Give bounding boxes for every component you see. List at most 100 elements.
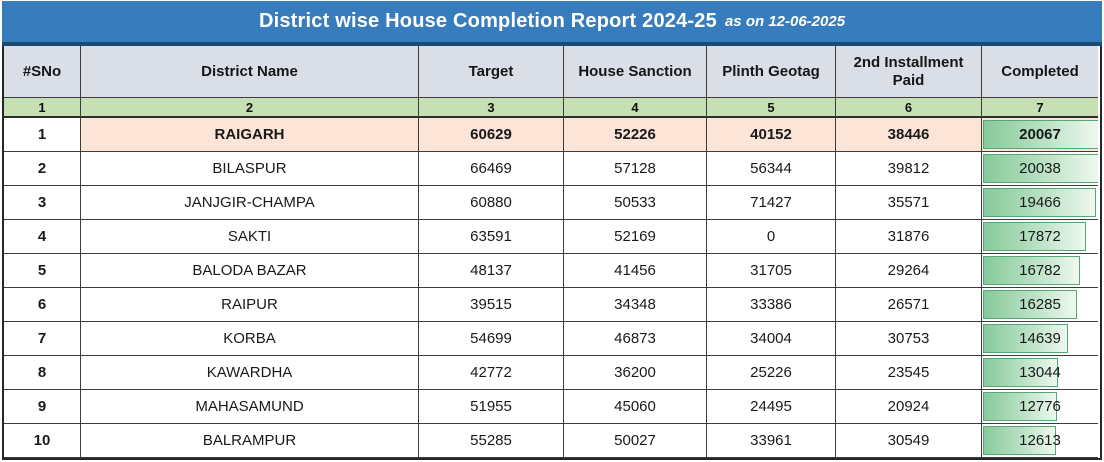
completed-value: 12776 (1019, 398, 1061, 415)
completed-data-bar (983, 256, 1080, 285)
cell-2nd-installment-paid: 29264 (836, 254, 982, 288)
cell-district-name: RAIGARH (81, 118, 419, 152)
cell-target: 60629 (419, 118, 564, 152)
cell-plinth-geotag: 40152 (707, 118, 836, 152)
cell-2nd-installment-paid: 23545 (836, 356, 982, 390)
cell-2nd-installment-paid: 39812 (836, 152, 982, 186)
cell-target: 48137 (419, 254, 564, 288)
cell-completed: 16285 (982, 288, 1098, 322)
cell-plinth-geotag: 31705 (707, 254, 836, 288)
cell-district-name: SAKTI (81, 220, 419, 254)
column-header-completed: Completed (982, 46, 1098, 98)
cell-house-sanction: 57128 (564, 152, 707, 186)
cell-district-name: MAHASAMUND (81, 390, 419, 424)
column-index-plinth-geotag: 5 (707, 98, 836, 118)
cell-2nd-installment-paid: 30753 (836, 322, 982, 356)
completed-data-bar (983, 120, 1098, 149)
cell-target: 63591 (419, 220, 564, 254)
cell-house-sanction: 46873 (564, 322, 707, 356)
cell-target: 51955 (419, 390, 564, 424)
cell-sno: 7 (4, 322, 81, 356)
cell-district-name: BALRAMPUR (81, 424, 419, 458)
column-header-2nd-installment-paid: 2nd Installment Paid (836, 46, 982, 98)
cell-sno: 6 (4, 288, 81, 322)
cell-house-sanction: 36200 (564, 356, 707, 390)
cell-house-sanction: 41456 (564, 254, 707, 288)
completed-value: 12613 (1019, 432, 1061, 449)
column-index-district-name: 2 (81, 98, 419, 118)
cell-completed: 14639 (982, 322, 1098, 356)
cell-completed: 12613 (982, 424, 1098, 458)
cell-sno: 8 (4, 356, 81, 390)
column-index-completed: 7 (982, 98, 1098, 118)
completed-data-bar (983, 188, 1096, 217)
cell-completed: 20038 (982, 152, 1098, 186)
cell-house-sanction: 50027 (564, 424, 707, 458)
completed-value: 16782 (1019, 262, 1061, 279)
cell-target: 66469 (419, 152, 564, 186)
cell-sno: 1 (4, 118, 81, 152)
cell-house-sanction: 50533 (564, 186, 707, 220)
completed-value: 14639 (1019, 330, 1061, 347)
cell-plinth-geotag: 24495 (707, 390, 836, 424)
cell-completed: 13044 (982, 356, 1098, 390)
cell-house-sanction: 52169 (564, 220, 707, 254)
cell-house-sanction: 45060 (564, 390, 707, 424)
completed-value: 16285 (1019, 296, 1061, 313)
completed-value: 19466 (1019, 194, 1061, 211)
cell-plinth-geotag: 34004 (707, 322, 836, 356)
column-header-target: Target (419, 46, 564, 98)
column-header-house-sanction: House Sanction (564, 46, 707, 98)
cell-2nd-installment-paid: 38446 (836, 118, 982, 152)
cell-2nd-installment-paid: 26571 (836, 288, 982, 322)
cell-target: 54699 (419, 322, 564, 356)
column-index-sno: 1 (4, 98, 81, 118)
report-table: #SNo District Name Target House Sanction Pli… (2, 46, 1102, 460)
column-index-2nd-installment-paid: 6 (836, 98, 982, 118)
cell-2nd-installment-paid: 35571 (836, 186, 982, 220)
cell-district-name: KORBA (81, 322, 419, 356)
cell-sno: 9 (4, 390, 81, 424)
cell-completed: 16782 (982, 254, 1098, 288)
cell-target: 42772 (419, 356, 564, 390)
cell-district-name: RAIPUR (81, 288, 419, 322)
cell-plinth-geotag: 71427 (707, 186, 836, 220)
completed-data-bar (983, 290, 1078, 319)
cell-plinth-geotag: 25226 (707, 356, 836, 390)
cell-2nd-installment-paid: 20924 (836, 390, 982, 424)
cell-target: 55285 (419, 424, 564, 458)
cell-completed: 20067 (982, 118, 1098, 152)
completed-data-bar (983, 358, 1059, 387)
completed-data-bar (983, 426, 1056, 455)
completed-value: 13044 (1019, 364, 1061, 381)
column-index-house-sanction: 4 (564, 98, 707, 118)
completed-value: 20067 (1019, 126, 1061, 143)
cell-sno: 5 (4, 254, 81, 288)
cell-completed: 12776 (982, 390, 1098, 424)
cell-target: 60880 (419, 186, 564, 220)
column-header-plinth-geotag: Plinth Geotag (707, 46, 836, 98)
column-index-target: 3 (419, 98, 564, 118)
column-header-district-name: District Name (81, 46, 419, 98)
cell-plinth-geotag: 0 (707, 220, 836, 254)
cell-2nd-installment-paid: 30549 (836, 424, 982, 458)
cell-district-name: BILASPUR (81, 152, 419, 186)
completed-data-bar (983, 222, 1087, 251)
column-header-sno: #SNo (4, 46, 81, 98)
cell-completed: 17872 (982, 220, 1098, 254)
completed-data-bar (983, 324, 1068, 353)
report-date: as on 12-06-2025 (724, 13, 846, 30)
cell-district-name: KAWARDHA (81, 356, 419, 390)
cell-plinth-geotag: 33386 (707, 288, 836, 322)
cell-target: 39515 (419, 288, 564, 322)
cell-2nd-installment-paid: 31876 (836, 220, 982, 254)
cell-plinth-geotag: 33961 (707, 424, 836, 458)
completed-value: 20038 (1019, 160, 1061, 177)
report-title: District wise House Completion Report 20… (258, 10, 717, 32)
cell-sno: 10 (4, 424, 81, 458)
cell-sno: 3 (4, 186, 81, 220)
cell-plinth-geotag: 56344 (707, 152, 836, 186)
cell-district-name: JANJGIR-CHAMPA (81, 186, 419, 220)
cell-district-name: BALODA BAZAR (81, 254, 419, 288)
